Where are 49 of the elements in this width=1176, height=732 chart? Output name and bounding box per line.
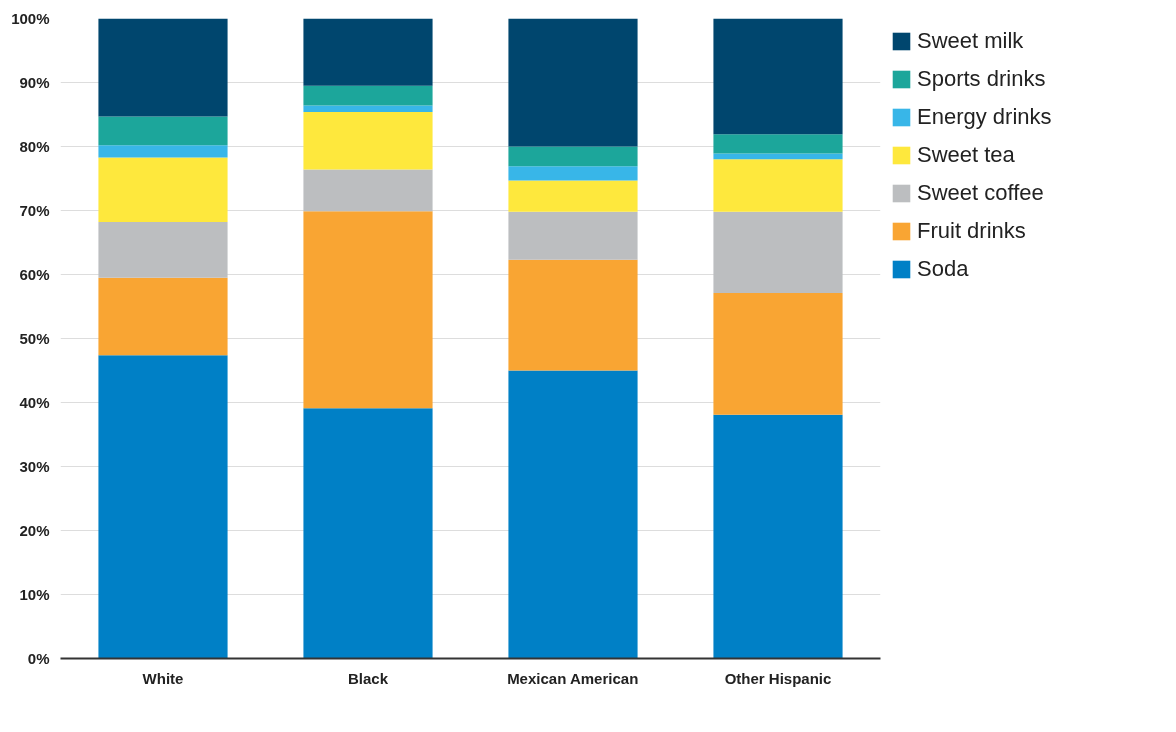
x-tick-label: Black (347, 669, 389, 687)
legend-label: Fruit drinks (917, 218, 1026, 244)
bar (303, 169, 433, 212)
y-tick-label: 100% (11, 10, 50, 27)
bar (303, 211, 433, 409)
bar (98, 116, 228, 146)
y-tick-label: 70% (19, 202, 50, 219)
legend-label: Energy drinks (917, 104, 1052, 130)
y-tick-label: 0% (27, 650, 50, 667)
bar (98, 18, 228, 117)
y-tick-label: 60% (19, 266, 50, 283)
y-tick-label: 40% (19, 394, 50, 411)
bar (713, 159, 843, 212)
bar (713, 414, 843, 659)
x-tick-label: White (142, 669, 184, 687)
bar (713, 18, 843, 135)
bar (713, 211, 843, 294)
bar (98, 145, 228, 158)
y-tick-label: 80% (19, 138, 50, 155)
y-tick-label: 30% (19, 458, 50, 475)
legend-label: Sweet milk (917, 28, 1024, 54)
x-tick-label: Other Hispanic (724, 669, 832, 687)
bar (508, 180, 638, 212)
bar (713, 134, 843, 154)
bar (303, 111, 433, 170)
bar (303, 105, 433, 112)
y-tick-label: 20% (19, 522, 50, 539)
x-tick-label: Mexican American (507, 669, 639, 687)
y-tick-label: 50% (19, 330, 50, 347)
legend-label: Sweet coffee (917, 180, 1044, 206)
bar (508, 146, 638, 167)
bar (98, 157, 228, 223)
bar (303, 85, 433, 106)
bar (98, 355, 228, 659)
y-tick-label: 90% (19, 74, 50, 91)
bar (713, 293, 843, 415)
bar (508, 370, 638, 659)
legend-label: Soda (917, 256, 969, 282)
bar (303, 18, 433, 86)
bar (508, 259, 638, 371)
y-tick-label: 10% (19, 586, 50, 603)
bar (508, 18, 638, 147)
bar (508, 211, 638, 260)
bar (303, 408, 433, 659)
bar (98, 277, 228, 356)
bar (98, 222, 228, 278)
legend-label: Sports drinks (917, 66, 1046, 92)
legend-label: Sweet tea (917, 142, 1015, 168)
bar (508, 166, 638, 181)
